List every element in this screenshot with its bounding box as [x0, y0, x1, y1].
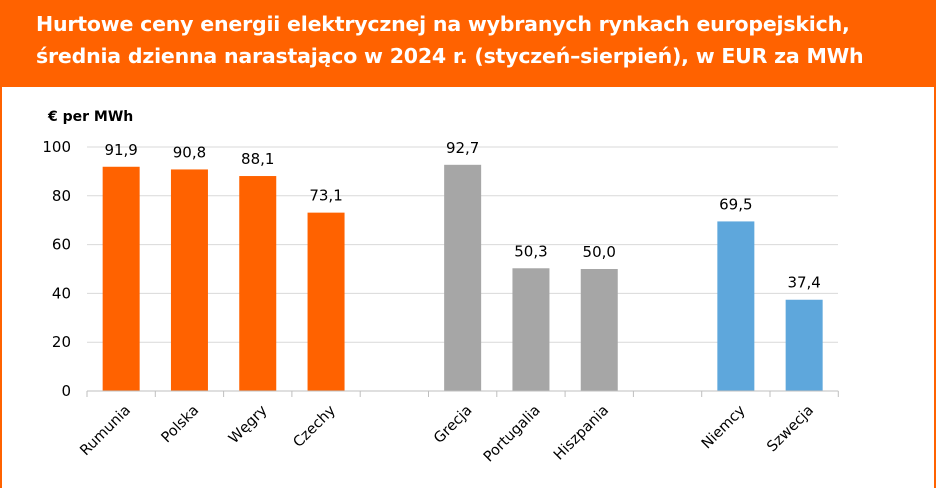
- category-label-czechy: Czechy: [291, 402, 340, 451]
- bar-polska: [170, 169, 208, 391]
- category-label-grecja: Grecja: [431, 403, 475, 447]
- bar-rumunia: [102, 166, 140, 391]
- y-tick-label: 40: [52, 284, 71, 302]
- y-tick-label: 0: [61, 382, 71, 400]
- y-tick-label: 60: [52, 236, 71, 254]
- data-label-wegry: 88,1: [241, 150, 274, 168]
- frame-border-left: [0, 87, 2, 488]
- bars: [102, 164, 823, 391]
- data-label-polska: 90,8: [173, 143, 206, 161]
- bar-hiszpania: [580, 269, 618, 391]
- y-axis-label: € per MWh: [47, 109, 133, 125]
- data-label-szwecja: 37,4: [787, 274, 820, 292]
- bar-portugalia: [512, 268, 550, 391]
- bar-niemcy: [717, 221, 755, 391]
- category-label-szwecja: Szwecja: [764, 403, 817, 456]
- bar-grecja: [444, 164, 482, 391]
- y-axis-ticks: 0 20 40 60 80 100: [42, 138, 71, 400]
- bar-czechy: [307, 212, 345, 391]
- data-label-grecja: 92,7: [446, 139, 479, 157]
- category-label-portugalia: Portugalia: [481, 403, 544, 466]
- y-tick-label: 100: [42, 138, 71, 156]
- data-labels: 91,9 90,8 88,1 73,1 92,7 50,3 50,0 69,5 37,4: [104, 139, 820, 292]
- data-label-rumunia: 91,9: [104, 141, 137, 159]
- data-label-czechy: 73,1: [309, 187, 342, 205]
- y-tick-label: 20: [52, 333, 71, 351]
- category-label-polska: Polska: [159, 403, 203, 447]
- title-banner: Hurtowe ceny energii elektrycznej na wyb…: [0, 0, 936, 87]
- category-labels: Rumunia Polska Węgry Czechy Grecja Portugalia…: [77, 402, 817, 465]
- category-label-wegry: Węgry: [226, 402, 271, 447]
- frame-border-right: [934, 87, 936, 488]
- category-label-niemcy: Niemcy: [699, 402, 749, 452]
- data-label-hiszpania: 50,0: [583, 243, 616, 261]
- y-tick-label: 80: [52, 187, 71, 205]
- chart-title-line-2: średnia dzienna narastająco w 2024 r. (s…: [36, 44, 864, 68]
- category-label-hiszpania: Hiszpania: [551, 403, 612, 464]
- chart-title-line-1: Hurtowe ceny energii elektrycznej na wyb…: [36, 12, 850, 36]
- data-label-niemcy: 69,5: [719, 195, 752, 213]
- x-axis: [86, 390, 839, 397]
- bar-wegry: [239, 176, 277, 391]
- category-label-rumunia: Rumunia: [77, 403, 134, 460]
- data-label-portugalia: 50,3: [514, 242, 547, 260]
- bar-szwecja: [785, 299, 823, 391]
